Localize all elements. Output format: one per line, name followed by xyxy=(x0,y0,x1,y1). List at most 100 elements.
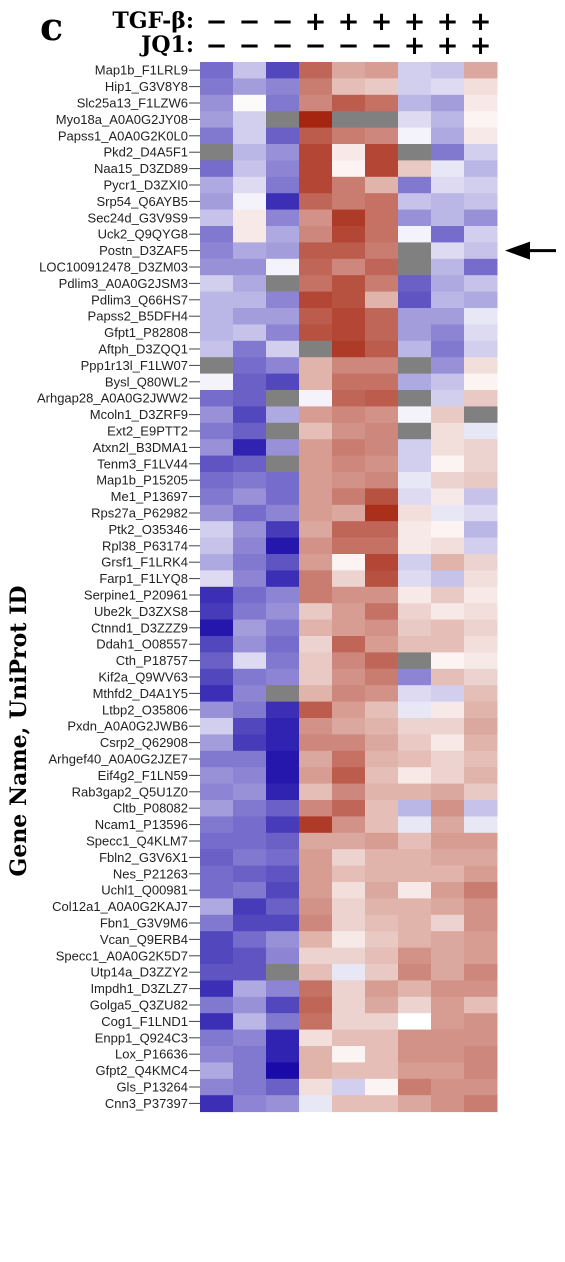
heatmap-cell xyxy=(299,734,333,752)
heatmap-cell xyxy=(200,193,234,211)
heatmap-cell xyxy=(299,849,333,867)
heatmap-cell xyxy=(233,504,267,522)
heatmap-cell xyxy=(299,521,333,539)
heatmap-cell xyxy=(464,767,498,785)
heatmap-cell xyxy=(464,996,498,1014)
treatment-mark: − xyxy=(272,31,294,61)
heatmap-cell xyxy=(365,1062,399,1080)
heatmap-cell xyxy=(431,324,465,342)
heatmap-cell xyxy=(398,636,432,653)
heatmap-cell xyxy=(431,800,465,817)
heatmap-cell xyxy=(332,734,366,752)
heatmap-cell xyxy=(332,94,366,112)
heatmap-cell xyxy=(464,603,498,621)
heatmap-cell xyxy=(398,816,432,834)
heatmap-cell xyxy=(431,849,465,867)
heatmap-cell xyxy=(299,832,333,850)
heatmap-cell xyxy=(200,504,234,522)
heatmap-cell xyxy=(365,701,399,719)
heatmap-cell xyxy=(398,439,432,457)
heatmap-cell xyxy=(431,931,465,949)
heatmap-cell xyxy=(266,340,300,358)
heatmap-cell xyxy=(332,209,366,227)
heatmap-cell xyxy=(266,537,300,555)
gene-label: Map1b_F1LRL9 xyxy=(95,63,188,78)
heatmap-cell xyxy=(365,209,399,227)
heatmap-cell xyxy=(464,439,498,457)
heatmap-cell xyxy=(332,783,366,801)
heatmap-cell xyxy=(233,882,267,899)
heatmap-cell xyxy=(299,947,333,965)
heatmap-cell xyxy=(233,554,267,571)
heatmap-cell xyxy=(431,258,465,276)
treatment-mark: − xyxy=(338,31,360,61)
treatment-label: TGF-β: xyxy=(112,8,194,34)
heatmap-cell xyxy=(233,947,267,965)
heatmap-cell xyxy=(365,504,399,522)
heatmap-cell xyxy=(398,980,432,998)
heatmap-cell xyxy=(464,816,498,834)
heatmap-cell xyxy=(233,914,267,932)
heatmap-cell xyxy=(299,144,333,161)
heatmap-cell xyxy=(200,439,234,457)
heatmap-cell xyxy=(299,390,333,407)
treatment-header: TGF-β: − − − + + + + + +JQ1: − − − − − − + + + xyxy=(112,7,491,61)
heatmap-cell xyxy=(299,931,333,949)
heatmap-cell xyxy=(200,816,234,834)
heatmap-cell xyxy=(266,422,300,440)
heatmap-cell xyxy=(299,537,333,555)
heatmap-cell xyxy=(398,127,432,145)
gene-label: Cnn3_P37397 xyxy=(105,1096,188,1111)
heatmap-cell xyxy=(464,111,498,129)
heatmap-cell xyxy=(233,488,267,506)
treatment-mark: − xyxy=(305,31,327,61)
heatmap-cell xyxy=(299,800,333,817)
heatmap-cell xyxy=(200,94,234,112)
heatmap-cell xyxy=(398,734,432,752)
heatmap-cell xyxy=(365,685,399,703)
heatmap-cell xyxy=(431,586,465,604)
heatmap-cell xyxy=(266,242,300,260)
heatmap-cell xyxy=(398,865,432,883)
heatmap-cell xyxy=(266,685,300,703)
heatmap-cell xyxy=(299,340,333,358)
heatmap-cell xyxy=(398,78,432,96)
heatmap-cell xyxy=(464,701,498,719)
heatmap-cell xyxy=(299,980,333,998)
heatmap-cell xyxy=(299,94,333,112)
heatmap-cell xyxy=(200,1029,234,1047)
heatmap-cell xyxy=(464,340,498,358)
heatmap-cell xyxy=(200,1013,234,1031)
heatmap-cell xyxy=(332,226,366,243)
heatmap-cell xyxy=(365,554,399,571)
heatmap-cell xyxy=(431,816,465,834)
treatment-mark: + xyxy=(404,31,426,61)
heatmap-cell xyxy=(233,62,267,79)
heatmap-cell xyxy=(332,78,366,96)
heatmap-cell xyxy=(464,209,498,227)
heatmap-cell xyxy=(299,586,333,604)
heatmap-cell xyxy=(332,882,366,899)
heatmap-cell xyxy=(266,455,300,473)
heatmap-cell xyxy=(233,1046,267,1063)
heatmap-cell xyxy=(431,554,465,571)
heatmap-cell xyxy=(200,176,234,194)
heatmap-cell xyxy=(200,865,234,883)
heatmap-cell xyxy=(299,1029,333,1047)
heatmap-cell xyxy=(266,734,300,752)
heatmap-cell xyxy=(365,472,399,489)
heatmap-cell xyxy=(233,390,267,407)
heatmap-cell xyxy=(365,718,399,735)
heatmap-cell xyxy=(200,800,234,817)
heatmap-cell xyxy=(299,816,333,834)
heatmap-cell xyxy=(365,882,399,899)
heatmap-cell xyxy=(398,1046,432,1063)
heatmap-cell xyxy=(398,767,432,785)
heatmap-cell xyxy=(266,193,300,211)
gene-label: Ext2_E9PTT2 xyxy=(107,424,188,439)
heatmap-cell xyxy=(365,800,399,817)
heatmap-cell xyxy=(398,1062,432,1080)
heatmap-cell xyxy=(233,537,267,555)
heatmap-cell xyxy=(266,160,300,178)
gene-label: Bysl_Q80WL2 xyxy=(105,374,188,389)
